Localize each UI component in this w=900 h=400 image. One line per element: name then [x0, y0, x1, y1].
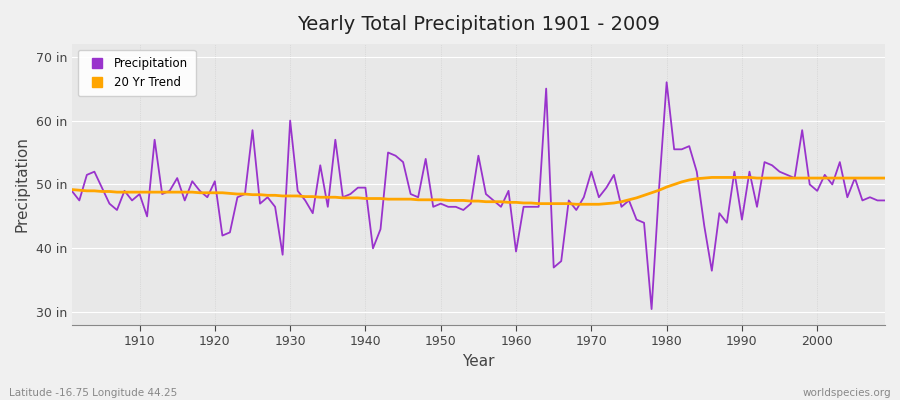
Text: worldspecies.org: worldspecies.org — [803, 388, 891, 398]
X-axis label: Year: Year — [462, 354, 495, 369]
Y-axis label: Precipitation: Precipitation — [15, 136, 30, 232]
Text: Latitude -16.75 Longitude 44.25: Latitude -16.75 Longitude 44.25 — [9, 388, 177, 398]
Title: Yearly Total Precipitation 1901 - 2009: Yearly Total Precipitation 1901 - 2009 — [297, 15, 660, 34]
Legend: Precipitation, 20 Yr Trend: Precipitation, 20 Yr Trend — [77, 50, 195, 96]
